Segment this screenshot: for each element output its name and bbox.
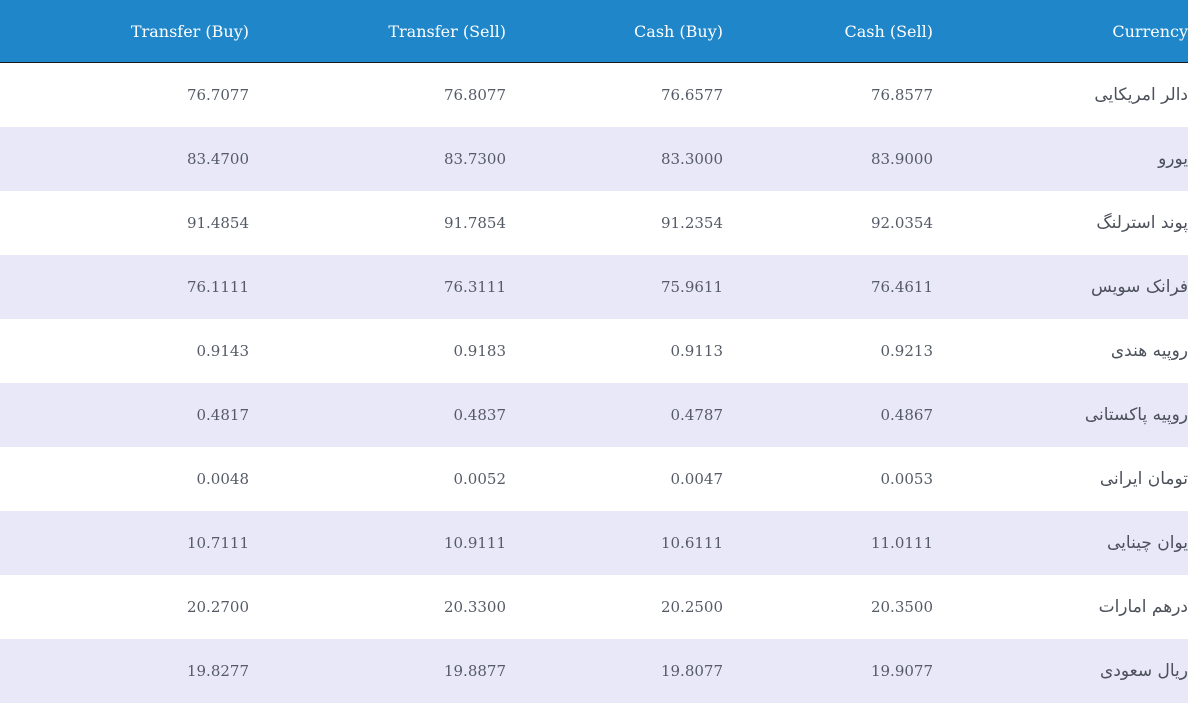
header-transfer-sell: Transfer (Sell): [249, 0, 506, 63]
table-row: 0.0048 0.0052 0.0047 0.0053 تومان ایرانی: [0, 447, 1188, 511]
table-header: Transfer (Buy) Transfer (Sell) Cash (Buy…: [0, 0, 1188, 63]
transfer-buy-cell: 76.7077: [0, 62, 249, 127]
table-row: 0.4817 0.4837 0.4787 0.4867 روپیه پاکستا…: [0, 383, 1188, 447]
cash-buy-cell: 0.9113: [506, 319, 723, 383]
transfer-sell-cell: 76.8077: [249, 62, 506, 127]
currency-name-cell: فرانک سویس: [933, 255, 1188, 319]
cash-buy-cell: 20.2500: [506, 575, 723, 639]
cash-sell-cell: 19.9077: [723, 639, 933, 703]
cash-buy-cell: 91.2354: [506, 191, 723, 255]
transfer-sell-cell: 10.9111: [249, 511, 506, 575]
table-row: 19.8277 19.8877 19.8077 19.9077 ریال سعو…: [0, 639, 1188, 703]
cash-sell-cell: 76.8577: [723, 62, 933, 127]
currency-name-cell: یوان چینایی: [933, 511, 1188, 575]
transfer-buy-cell: 76.1111: [0, 255, 249, 319]
transfer-buy-cell: 19.8277: [0, 639, 249, 703]
transfer-sell-cell: 0.4837: [249, 383, 506, 447]
transfer-sell-cell: 91.7854: [249, 191, 506, 255]
cash-buy-cell: 76.6577: [506, 62, 723, 127]
cash-buy-cell: 19.8077: [506, 639, 723, 703]
cash-sell-cell: 0.0053: [723, 447, 933, 511]
currency-name-cell: تومان ایرانی: [933, 447, 1188, 511]
transfer-sell-cell: 0.0052: [249, 447, 506, 511]
transfer-buy-cell: 83.4700: [0, 127, 249, 191]
cash-sell-cell: 11.0111: [723, 511, 933, 575]
table-row: 10.7111 10.9111 10.6111 11.0111 یوان چین…: [0, 511, 1188, 575]
transfer-sell-cell: 83.7300: [249, 127, 506, 191]
header-transfer-buy: Transfer (Buy): [0, 0, 249, 63]
table-body: 76.7077 76.8077 76.6577 76.8577 دالر امر…: [0, 62, 1188, 703]
currency-name-cell: روپیه پاکستانی: [933, 383, 1188, 447]
cash-buy-cell: 75.9611: [506, 255, 723, 319]
cash-sell-cell: 0.9213: [723, 319, 933, 383]
currency-name-cell: پوند استرلنگ: [933, 191, 1188, 255]
transfer-sell-cell: 76.3111: [249, 255, 506, 319]
cash-buy-cell: 83.3000: [506, 127, 723, 191]
table-row: 76.1111 76.3111 75.9611 76.4611 فرانک سو…: [0, 255, 1188, 319]
table-row: 76.7077 76.8077 76.6577 76.8577 دالر امر…: [0, 62, 1188, 127]
header-cash-sell: Cash (Sell): [723, 0, 933, 63]
table-row: 91.4854 91.7854 91.2354 92.0354 پوند است…: [0, 191, 1188, 255]
cash-buy-cell: 0.0047: [506, 447, 723, 511]
cash-sell-cell: 92.0354: [723, 191, 933, 255]
currency-name-cell: درهم امارات: [933, 575, 1188, 639]
cash-buy-cell: 0.4787: [506, 383, 723, 447]
transfer-buy-cell: 0.4817: [0, 383, 249, 447]
cash-buy-cell: 10.6111: [506, 511, 723, 575]
currency-name-cell: روپیه هندی: [933, 319, 1188, 383]
currency-name-cell: دالر امریکایی: [933, 62, 1188, 127]
header-cash-buy: Cash (Buy): [506, 0, 723, 63]
currency-name-cell: یورو: [933, 127, 1188, 191]
transfer-sell-cell: 0.9183: [249, 319, 506, 383]
transfer-buy-cell: 0.0048: [0, 447, 249, 511]
transfer-buy-cell: 20.2700: [0, 575, 249, 639]
cash-sell-cell: 76.4611: [723, 255, 933, 319]
transfer-sell-cell: 20.3300: [249, 575, 506, 639]
transfer-buy-cell: 91.4854: [0, 191, 249, 255]
cash-sell-cell: 20.3500: [723, 575, 933, 639]
table-row: 20.2700 20.3300 20.2500 20.3500 درهم اما…: [0, 575, 1188, 639]
table-row: 83.4700 83.7300 83.3000 83.9000 یورو: [0, 127, 1188, 191]
cash-sell-cell: 83.9000: [723, 127, 933, 191]
transfer-buy-cell: 10.7111: [0, 511, 249, 575]
transfer-sell-cell: 19.8877: [249, 639, 506, 703]
table-row: 0.9143 0.9183 0.9113 0.9213 روپیه هندی: [0, 319, 1188, 383]
cash-sell-cell: 0.4867: [723, 383, 933, 447]
currency-name-cell: ریال سعودی: [933, 639, 1188, 703]
transfer-buy-cell: 0.9143: [0, 319, 249, 383]
header-currency: Currency: [933, 0, 1188, 63]
header-row: Transfer (Buy) Transfer (Sell) Cash (Buy…: [0, 0, 1188, 63]
